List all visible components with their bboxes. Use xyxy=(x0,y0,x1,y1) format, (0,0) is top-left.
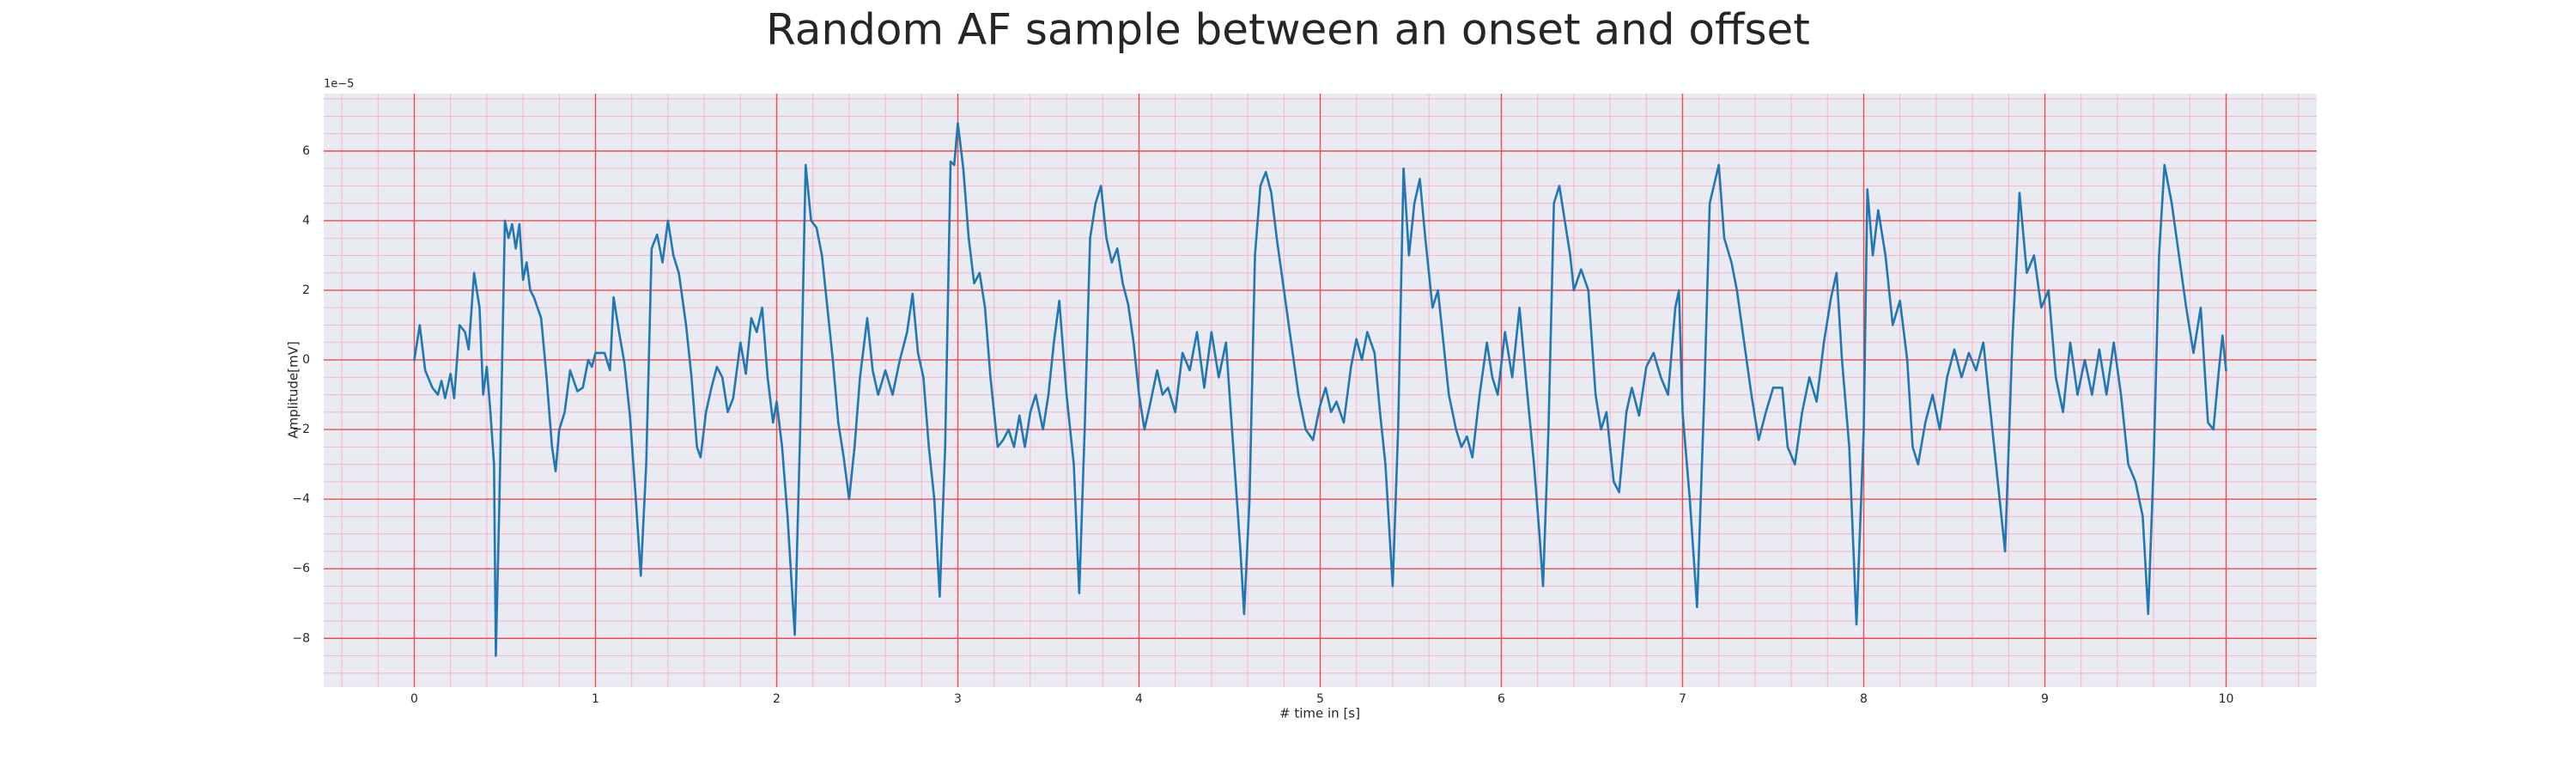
x-tick-label: 6 xyxy=(1498,692,1505,706)
x-tick-label: 8 xyxy=(1860,692,1868,706)
y-axis-label: Amplitude[mV] xyxy=(286,341,301,438)
x-tick-label: 1 xyxy=(592,692,599,706)
x-axis-label: # time in [s] xyxy=(1279,706,1360,721)
x-tick-label: 3 xyxy=(954,692,962,706)
x-tick-label: 0 xyxy=(410,692,418,706)
x-tick-label: 5 xyxy=(1316,692,1324,706)
x-tick-label: 4 xyxy=(1135,692,1143,706)
y-tick-label: 6 xyxy=(302,144,310,158)
x-tick-label: 9 xyxy=(2041,692,2049,706)
x-tick-label: 10 xyxy=(2219,692,2234,706)
y-tick-label: −8 xyxy=(292,631,310,645)
grid xyxy=(324,94,2317,687)
x-tick-label: 2 xyxy=(773,692,781,706)
y-tick-label: 2 xyxy=(302,283,310,297)
y-tick-label: −6 xyxy=(292,562,310,575)
signal-line xyxy=(413,122,2227,657)
chart-title: Random AF sample between an onset and of… xyxy=(766,5,1810,55)
y-offset-label: 1e−5 xyxy=(324,78,354,91)
x-tick-label: 7 xyxy=(1679,692,1686,706)
y-tick-label: −2 xyxy=(292,423,310,436)
y-tick-label: 4 xyxy=(302,214,310,228)
y-tick-label: −4 xyxy=(292,492,310,506)
y-tick-label: 0 xyxy=(302,353,310,367)
